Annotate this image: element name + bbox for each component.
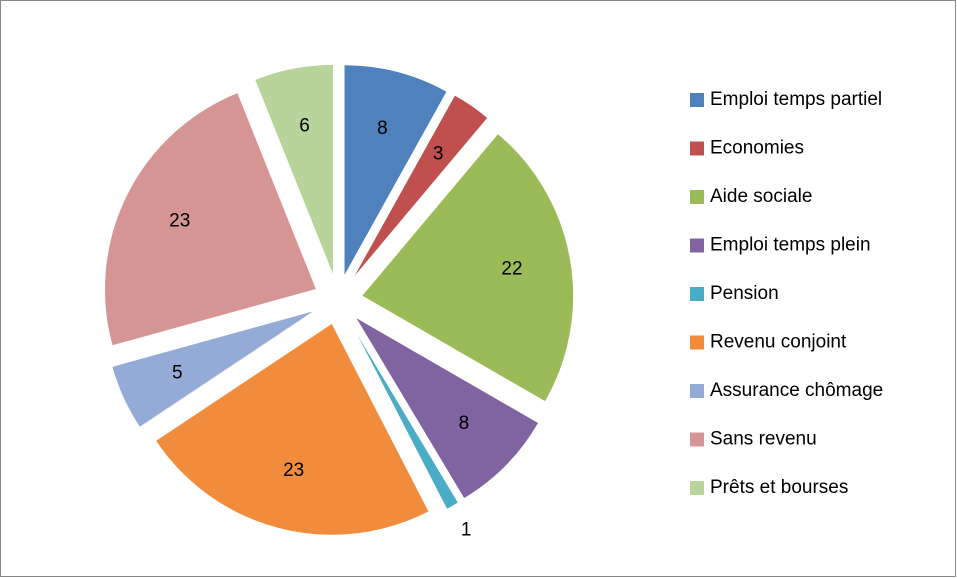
- data-label: 5: [172, 362, 183, 383]
- data-label: 3: [433, 144, 444, 165]
- legend-label: Sans revenu: [710, 429, 817, 450]
- legend-label: Pension: [710, 283, 779, 304]
- pie-slice: [154, 322, 430, 536]
- legend-swatch: [690, 432, 704, 447]
- legend-label: Prêts et bourses: [710, 477, 848, 498]
- legend-swatch: [690, 481, 704, 495]
- pie-slice: [349, 320, 460, 511]
- pie-slice: [353, 315, 540, 500]
- pie-slice: [351, 94, 489, 281]
- data-label: 6: [299, 116, 310, 137]
- legend-swatch: [690, 190, 704, 204]
- data-label: 8: [377, 118, 388, 139]
- data-label: 23: [169, 211, 190, 232]
- legend-label: Economies: [710, 138, 804, 159]
- pie-slice: [111, 309, 317, 429]
- legend-swatch: [690, 93, 704, 107]
- pie-slice: [343, 64, 448, 279]
- legend-label: Aide sociale: [710, 186, 812, 207]
- legend-label: Revenu conjoint: [710, 332, 847, 353]
- data-label: 22: [501, 258, 522, 279]
- pie-slice: [104, 91, 318, 347]
- legend-swatch: [690, 384, 704, 398]
- data-label: 23: [283, 460, 304, 481]
- legend-swatch: [690, 335, 704, 350]
- data-label: 1: [461, 519, 472, 540]
- pie-slice: [360, 132, 575, 403]
- legend-swatch: [690, 141, 704, 156]
- legend-swatch: [690, 238, 704, 253]
- data-label: 8: [459, 413, 470, 434]
- legend-label: Emploi temps partiel: [710, 89, 882, 110]
- legend-swatch: [690, 287, 704, 301]
- legend-label: Assurance chômage: [710, 380, 883, 401]
- legend-label: Emploi temps plein: [710, 235, 871, 256]
- pie-slice: [254, 63, 334, 277]
